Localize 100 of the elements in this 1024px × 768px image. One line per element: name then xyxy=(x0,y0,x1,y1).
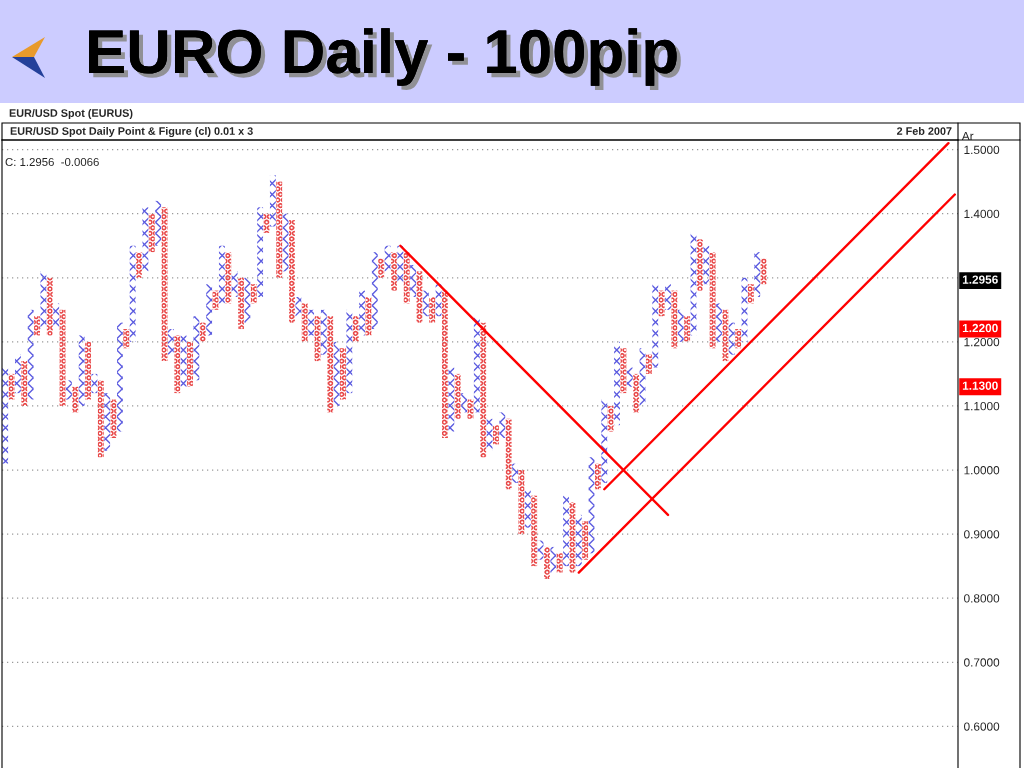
bar xyxy=(238,277,244,330)
bar xyxy=(104,393,111,451)
bar xyxy=(295,297,302,317)
bar xyxy=(78,335,85,406)
bar xyxy=(371,252,378,330)
bar xyxy=(384,245,391,272)
bar xyxy=(410,264,417,297)
bar xyxy=(403,252,410,304)
bar xyxy=(21,361,28,406)
bar xyxy=(346,309,353,394)
bar xyxy=(167,329,174,355)
bar xyxy=(760,258,767,285)
bar xyxy=(480,322,487,458)
bar xyxy=(754,252,761,297)
bar xyxy=(301,303,308,342)
bar xyxy=(499,412,506,438)
bar xyxy=(34,316,40,336)
y-tick-label: 0.6000 xyxy=(964,722,1000,731)
bar xyxy=(645,354,652,374)
bar xyxy=(626,367,633,387)
chart-title: EURO Daily - 100pip xyxy=(89,28,681,90)
bar xyxy=(569,502,576,573)
bar xyxy=(53,303,60,330)
y-tick-label: 1.4000 xyxy=(964,209,1000,219)
bar xyxy=(601,399,608,483)
bar xyxy=(225,252,232,304)
bar xyxy=(378,258,385,278)
chart-subtitle: EUR/USD Spot (EURUS) xyxy=(9,108,133,120)
bar xyxy=(85,341,91,400)
y-tick-label: 1.5000 xyxy=(964,145,1000,155)
bar xyxy=(27,309,34,400)
annotation: 1.2956 xyxy=(962,275,998,284)
bar xyxy=(148,213,155,253)
bar xyxy=(276,181,283,278)
bar xyxy=(116,322,123,432)
annotation: 1.1300 xyxy=(962,381,998,390)
bar xyxy=(193,316,200,381)
y-tick-label: 1.1000 xyxy=(964,401,1000,411)
bar xyxy=(187,341,193,387)
bar xyxy=(320,309,327,355)
bar xyxy=(40,271,47,330)
bar xyxy=(665,284,671,310)
bar xyxy=(473,316,480,413)
bar xyxy=(180,335,187,387)
bar xyxy=(397,245,404,285)
bar xyxy=(454,373,461,419)
bar xyxy=(620,348,627,394)
y-tick-label: 0.9000 xyxy=(964,530,1000,539)
bar xyxy=(677,309,684,342)
y-tick-label: 1.0000 xyxy=(964,466,1000,475)
bar xyxy=(136,252,142,278)
bar xyxy=(340,348,346,400)
bar xyxy=(556,553,563,573)
bar xyxy=(747,284,754,304)
bar xyxy=(735,329,742,349)
bar xyxy=(728,322,735,355)
bar xyxy=(543,546,550,579)
bar xyxy=(327,316,334,413)
bar xyxy=(716,303,722,342)
bar xyxy=(652,284,659,368)
bar xyxy=(46,277,53,336)
bar xyxy=(359,290,366,336)
bar xyxy=(633,373,640,413)
bar xyxy=(614,341,620,426)
bar xyxy=(129,245,136,342)
bar xyxy=(123,329,130,349)
bar xyxy=(524,489,531,528)
bar xyxy=(435,284,442,317)
bar xyxy=(289,220,295,323)
annotation: 1.2200 xyxy=(962,323,998,333)
bar xyxy=(142,207,149,272)
bar xyxy=(722,309,729,362)
bar xyxy=(269,175,276,227)
bar xyxy=(512,463,518,483)
bar xyxy=(15,354,21,394)
bar xyxy=(257,207,264,297)
bar xyxy=(607,405,614,432)
bar xyxy=(505,418,512,490)
bar xyxy=(563,495,569,567)
bar xyxy=(448,367,455,432)
bar xyxy=(442,290,448,438)
bar xyxy=(231,271,238,297)
bar xyxy=(518,470,525,535)
bar xyxy=(91,373,98,394)
bar xyxy=(684,316,691,342)
bar xyxy=(582,521,589,560)
y-tick-label: 0.7000 xyxy=(964,658,1000,667)
bar xyxy=(174,335,181,394)
bar xyxy=(461,393,467,413)
bar xyxy=(244,277,251,323)
y-axis-title: Ar xyxy=(961,131,974,141)
bar xyxy=(282,213,289,272)
annotation: C: 1.2956 -0.0066 xyxy=(5,157,99,167)
bar xyxy=(550,546,557,573)
bar xyxy=(65,380,72,400)
bar xyxy=(155,200,162,246)
y-tick-label: 1.2000 xyxy=(964,337,1000,347)
bar xyxy=(658,290,665,317)
text: 2 Feb 2007 xyxy=(896,126,952,135)
bar xyxy=(333,341,340,406)
